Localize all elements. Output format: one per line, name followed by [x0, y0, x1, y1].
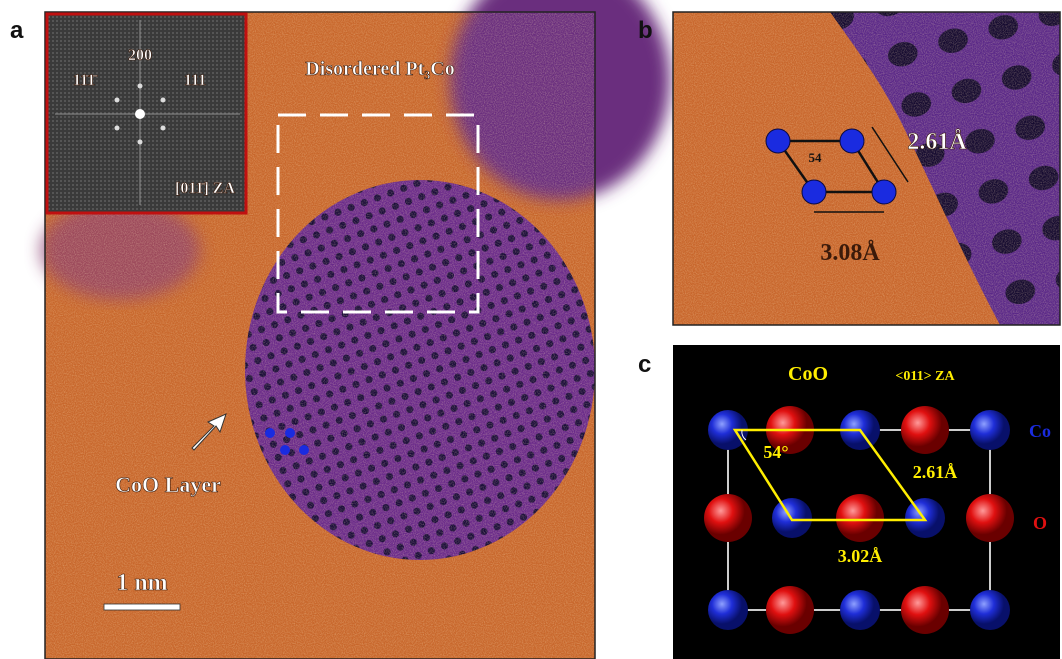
fft-label: [011̄] ZA [175, 180, 235, 197]
panel-label: b [638, 17, 653, 44]
spacing-label: 2.61Å [907, 129, 967, 155]
fft-label: 200 [128, 47, 152, 64]
figure: a 200 11̄1̄ 111 [011̄] ZA Disordered Pt₃… [0, 0, 1062, 659]
panel-a: 200 11̄1̄ 111 [011̄] ZA Disordered Pt₃Co… [40, 0, 670, 659]
panel-label: c [638, 351, 651, 378]
spacing-label: 3.02Å [838, 546, 883, 566]
angle-label: 54° [763, 442, 788, 462]
panel-c: CoO <011> ZA Co O 54° 2.61Å 3.02Å [673, 345, 1060, 659]
fft-inset: 200 11̄1̄ 111 [011̄] ZA [47, 14, 246, 213]
angle-label: 54 [809, 150, 823, 165]
title: CoO [788, 363, 828, 385]
panel-b: 54 2.61Å 3.08Å [673, 12, 1060, 325]
legend-co: Co [1029, 421, 1051, 441]
fft-label: 111 [184, 72, 206, 89]
layer-label: CoO Layer [115, 472, 221, 497]
spacing-label: 3.08Å [820, 240, 880, 266]
zone-axis: <011> ZA [895, 369, 955, 384]
scale-bar-label: 1 nm [116, 570, 167, 596]
panel-label: a [10, 17, 24, 44]
spacing-label: 2.61Å [913, 462, 958, 482]
phase-label: Disordered Pt₃Co [305, 58, 455, 80]
legend-o: O [1033, 513, 1047, 533]
fft-label: 11̄1̄ [73, 72, 98, 89]
